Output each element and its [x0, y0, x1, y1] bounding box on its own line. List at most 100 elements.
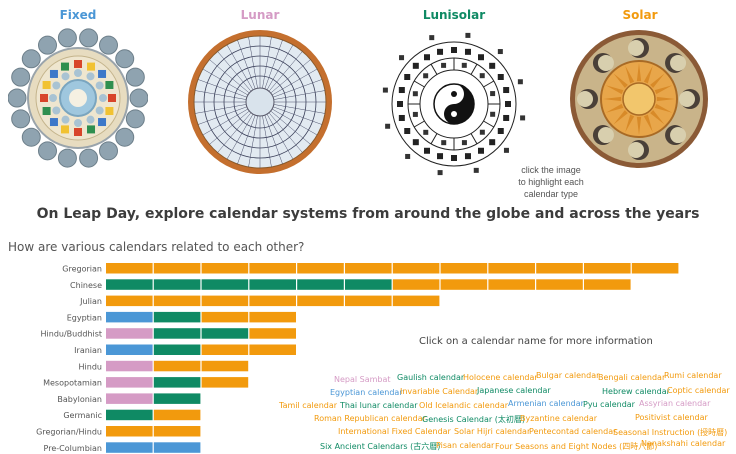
calendar-name-link[interactable]: Positivist calendar [635, 413, 708, 422]
bar-segment-solar[interactable] [153, 295, 201, 307]
bar-segment-solar[interactable] [345, 295, 392, 307]
bar-segment-solar[interactable] [153, 360, 201, 372]
calendar-name-link[interactable]: Nanakshahi calendar [641, 439, 726, 448]
calendar-name-link[interactable]: Holocene calendar [463, 373, 538, 382]
category-label[interactable]: Mesopotamian [43, 379, 102, 388]
bar-segment-lunisolar[interactable] [106, 279, 153, 290]
bar-segment-lunisolar[interactable] [297, 279, 344, 290]
bar-segment-lunar[interactable] [106, 393, 153, 404]
bar-segment-lunisolar[interactable] [201, 328, 249, 339]
bar-segment-solar[interactable] [153, 409, 201, 421]
calendar-name-link[interactable]: Pentecontad calendar [529, 427, 617, 436]
calendar-name-link[interactable]: Japanese calendar [477, 386, 551, 395]
bar-segment-lunisolar[interactable] [153, 344, 201, 356]
bar-segment-solar[interactable] [201, 344, 249, 356]
solar-calendar-image[interactable] [568, 28, 710, 170]
bar-segment-solar[interactable] [201, 263, 249, 274]
bar-segment-solar[interactable] [297, 295, 344, 307]
bar-segment-lunisolar[interactable] [249, 279, 296, 290]
bar-segment-solar[interactable] [297, 263, 344, 274]
calendar-name-link[interactable]: Six Ancient Calendars (古六曆) [320, 442, 441, 451]
bar-segment-solar[interactable] [106, 295, 153, 307]
bar-segment-lunisolar[interactable] [106, 409, 153, 421]
bar-segment-solar[interactable] [440, 279, 488, 290]
calendar-name-link[interactable]: Gaulish calendar [397, 373, 465, 382]
bar-segment-solar[interactable] [536, 263, 583, 274]
calendar-name-link[interactable]: Invariable Calendar [400, 387, 479, 396]
category-label[interactable]: Hindu [79, 362, 102, 371]
calendar-name-link[interactable]: Assyrian calendar [639, 399, 711, 408]
category-label[interactable]: Iranian [74, 346, 102, 355]
bar-segment-solar[interactable] [249, 328, 296, 339]
category-label[interactable]: Germanic [63, 411, 102, 420]
bar-segment-solar[interactable] [392, 295, 440, 307]
fixed-calendar-image[interactable] [8, 28, 148, 168]
lunar-calendar-image[interactable] [186, 28, 334, 176]
bar-segment-fixed[interactable] [153, 442, 201, 453]
bar-segment-solar[interactable] [631, 263, 679, 274]
calendar-name-link[interactable]: Tamil calendar [279, 401, 338, 410]
calendar-name-link[interactable]: Bulgar calendar [536, 371, 600, 380]
bar-segment-solar[interactable] [536, 279, 583, 290]
category-label[interactable]: Hindu/Buddhist [41, 330, 102, 339]
bar-segment-solar[interactable] [201, 377, 249, 388]
bar-segment-solar[interactable] [345, 263, 392, 274]
bar-segment-lunisolar[interactable] [153, 328, 201, 339]
bar-segment-lunisolar[interactable] [153, 311, 201, 323]
category-label[interactable]: Babylonian [57, 395, 102, 404]
bar-segment-fixed[interactable] [106, 344, 153, 356]
bar-segment-lunisolar[interactable] [153, 279, 201, 290]
bar-segment-solar[interactable] [249, 311, 296, 323]
calendar-name-link[interactable]: Rumi calendar [664, 371, 722, 380]
bar-segment-solar[interactable] [249, 344, 296, 356]
bar-segment-solar[interactable] [201, 311, 249, 323]
bar-segment-solar[interactable] [249, 263, 296, 274]
bar-segment-solar[interactable] [153, 263, 201, 274]
bar-segment-lunisolar[interactable] [153, 377, 201, 388]
bar-segment-solar[interactable] [106, 263, 153, 274]
bar-segment-lunar[interactable] [106, 377, 153, 388]
calendar-name-link[interactable]: International Fixed Calendar [338, 427, 451, 436]
calendar-name-link[interactable]: Coptic calendar [667, 386, 730, 395]
calendar-name-link[interactable]: Nepal Sambat [334, 375, 391, 384]
calendar-name-link[interactable]: Hebrew calendar [602, 387, 670, 396]
bar-segment-fixed[interactable] [106, 311, 153, 323]
bar-segment-solar[interactable] [153, 426, 201, 437]
calendar-name-link[interactable]: Pisan calendar [436, 441, 495, 450]
category-label[interactable]: Gregorian/Hindu [36, 428, 102, 437]
calendar-name-link[interactable]: Roman Republican calendar [314, 414, 426, 423]
bar-segment-lunisolar[interactable] [153, 393, 201, 404]
bar-segment-solar[interactable] [106, 426, 153, 437]
bar-segment-lunar[interactable] [106, 328, 153, 339]
category-label[interactable]: Chinese [70, 281, 102, 290]
category-label[interactable]: Pre-Columbian [44, 444, 102, 453]
bar-segment-solar[interactable] [392, 263, 440, 274]
calendar-name-link[interactable]: Old Icelandic calendar [419, 401, 509, 410]
calendar-name-link[interactable]: Bengali calendar [598, 373, 666, 382]
calendar-name-link[interactable]: Armenian calendar [508, 399, 584, 408]
calendar-name-link[interactable]: Egyptian calendar [330, 388, 403, 397]
bar-segment-fixed[interactable] [106, 442, 153, 453]
bar-segment-lunisolar[interactable] [201, 279, 249, 290]
calendar-name-link[interactable]: Seasonal Instruction (授時曆) [613, 428, 728, 437]
category-label[interactable]: Gregorian [62, 265, 102, 274]
bar-segment-solar[interactable] [201, 360, 249, 372]
bar-segment-lunar[interactable] [106, 360, 153, 372]
bar-segment-solar[interactable] [488, 263, 535, 274]
calendar-name-link[interactable]: Byzantine calendar [520, 414, 598, 423]
bar-segment-lunisolar[interactable] [345, 279, 392, 290]
bar-segment-solar[interactable] [440, 263, 488, 274]
calendar-name-link[interactable]: Four Seasons and Eight Nodes (四時八節) [495, 442, 658, 451]
bar-segment-solar[interactable] [201, 295, 249, 307]
calendar-name-link[interactable]: Genesis Calendar (太初曆) [422, 415, 525, 424]
bar-segment-solar[interactable] [488, 279, 535, 290]
bar-segment-solar[interactable] [584, 279, 631, 290]
bar-segment-solar[interactable] [584, 263, 631, 274]
bar-segment-solar[interactable] [392, 279, 440, 290]
lunisolar-calendar-image[interactable] [378, 28, 530, 180]
bar-segment-solar[interactable] [249, 295, 296, 307]
category-label[interactable]: Julian [79, 297, 102, 306]
calendar-name-link[interactable]: Solar Hijri calendar [454, 427, 531, 436]
category-label[interactable]: Egyptian [67, 313, 102, 322]
calendar-name-link[interactable]: Thai lunar calendar [340, 401, 418, 410]
